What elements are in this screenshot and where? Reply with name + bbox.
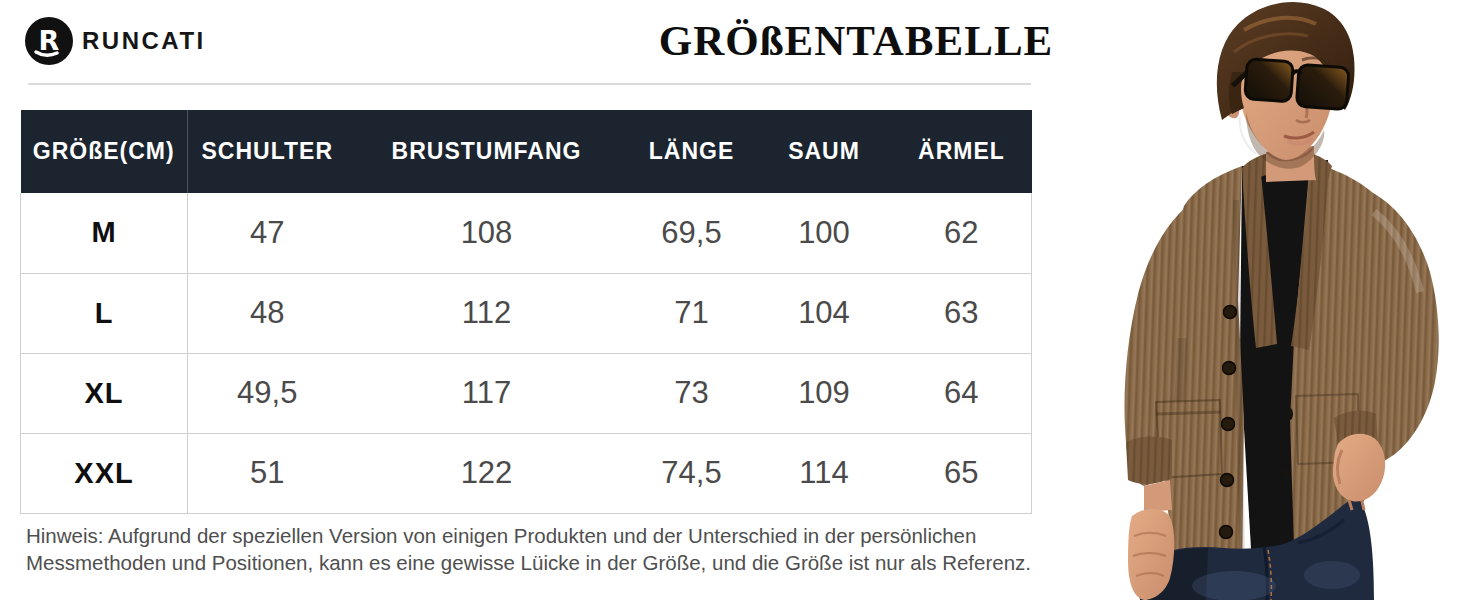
- page-title: GRÖßENTABELLE: [659, 16, 1054, 65]
- head: [1217, 2, 1355, 182]
- col-header-length: LÄNGE: [627, 110, 757, 193]
- col-header-size: GRÖßE(CM): [21, 110, 188, 193]
- brand-name: RUNCATI: [82, 27, 206, 55]
- table-row-xxl: XXL 51 122 74,5 114 65: [21, 433, 1032, 513]
- value-cell: 69,5: [627, 193, 757, 273]
- brand: R RUNCATI: [24, 16, 206, 66]
- brand-logo-icon: R: [24, 16, 74, 66]
- value-cell: 109: [757, 353, 892, 433]
- model-photo: [1044, 0, 1464, 600]
- size-label: XXL: [21, 433, 188, 513]
- size-label: M: [21, 193, 188, 273]
- value-cell: 108: [347, 193, 627, 273]
- value-cell: 62: [892, 193, 1032, 273]
- size-label: L: [21, 273, 188, 353]
- value-cell: 51: [188, 433, 347, 513]
- value-cell: 48: [188, 273, 347, 353]
- size-table: GRÖßE(CM) SCHULTER BRUSTUMFANG LÄNGE SAU…: [20, 110, 1032, 514]
- value-cell: 74,5: [627, 433, 757, 513]
- value-cell: 122: [347, 433, 627, 513]
- value-cell: 112: [347, 273, 627, 353]
- note-line-2: Messmethoden und Positionen, kann es ein…: [26, 549, 1046, 576]
- value-cell: 64: [892, 353, 1032, 433]
- note-line-1: Hinweis: Aufgrund der speziellen Version…: [26, 522, 1046, 549]
- model-illustration: [1044, 0, 1464, 600]
- value-cell: 104: [757, 273, 892, 353]
- value-cell: 65: [892, 433, 1032, 513]
- value-cell: 47: [188, 193, 347, 273]
- value-cell: 73: [627, 353, 757, 433]
- top-divider: [28, 83, 1031, 85]
- table-row-xl: XL 49,5 117 73 109 64: [21, 353, 1032, 433]
- table-row-m: M 47 108 69,5 100 62: [21, 193, 1032, 273]
- left-hand: [1128, 480, 1174, 600]
- col-header-sleeve: ÄRMEL: [892, 110, 1032, 193]
- value-cell: 117: [347, 353, 627, 433]
- value-cell: 49,5: [188, 353, 347, 433]
- value-cell: 100: [757, 193, 892, 273]
- size-note: Hinweis: Aufgrund der speziellen Version…: [26, 522, 1046, 576]
- value-cell: 114: [757, 433, 892, 513]
- value-cell: 71: [627, 273, 757, 353]
- col-header-chest: BRUSTUMFANG: [347, 110, 627, 193]
- table-row-l: L 48 112 71 104 63: [21, 273, 1032, 353]
- col-header-hem: SAUM: [757, 110, 892, 193]
- value-cell: 63: [892, 273, 1032, 353]
- table-header-row: GRÖßE(CM) SCHULTER BRUSTUMFANG LÄNGE SAU…: [21, 110, 1032, 193]
- col-header-shoulder: SCHULTER: [188, 110, 347, 193]
- size-label: XL: [21, 353, 188, 433]
